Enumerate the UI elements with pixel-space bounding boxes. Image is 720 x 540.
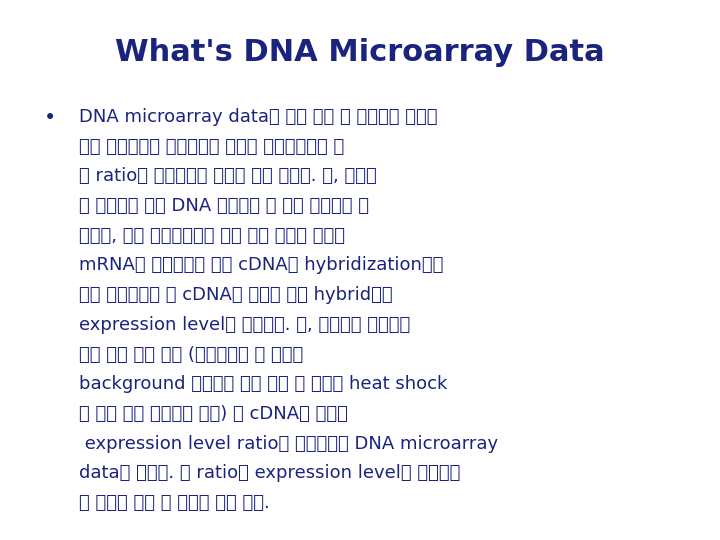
Text: 의 유전자에 대한 DNA 시퀀스를 두 개의 글라스에 깔: 의 유전자에 대한 DNA 시퀀스를 두 개의 글라스에 깔 (79, 197, 369, 215)
Text: 대해 서로 다른 조건 (일반적으로 한 조건은: 대해 서로 다른 조건 (일반적으로 한 조건은 (79, 346, 303, 363)
Text: 한 ratio를 수치적으로 표현한 것을 말한다. 즉, 수천개: 한 ratio를 수치적으로 표현한 것을 말한다. 즉, 수천개 (79, 167, 377, 185)
Text: expression level ratio를 보이는가가 DNA microarray: expression level ratio를 보이는가가 DNA microa… (79, 435, 498, 453)
Text: expression level이 높아진다. 즉, 수천개의 유전자에: expression level이 높아진다. 즉, 수천개의 유전자에 (79, 316, 410, 334)
Text: background 조건으로 하고 다른 한 조건을 heat shock: background 조건으로 하고 다른 한 조건을 heat shock (79, 375, 448, 393)
Text: 과 같은 특정 조건으로 한다) 의 cDNA가 얼마나: 과 같은 특정 조건으로 한다) 의 cDNA가 얼마나 (79, 405, 348, 423)
Text: DNA microarray data란 서로 다른 두 실험환경 하에서: DNA microarray data란 서로 다른 두 실험환경 하에서 (79, 108, 438, 126)
Text: 는 방법이 다음 두 논문에 나와 있다.: 는 방법이 다음 두 논문에 나와 있다. (79, 494, 270, 512)
Text: What's DNA Microarray Data: What's DNA Microarray Data (115, 38, 605, 67)
Text: data인 것이다. 이 ratio를 expression level로 수치화하: data인 것이다. 이 ratio를 expression level로 수치… (79, 464, 461, 482)
Text: •: • (44, 108, 57, 128)
Text: 여러 유전자들의 발현정도가 어떻게 달라지는지에 대: 여러 유전자들의 발현정도가 어떻게 달라지는지에 대 (79, 138, 344, 156)
Text: mRNA를 역전사하여 만든 cDNA를 hybridization하면: mRNA를 역전사하여 만든 cDNA를 hybridization하면 (79, 256, 444, 274)
Text: 특정 유전자들이 이 cDNA와 특별히 많이 hybrid되어: 특정 유전자들이 이 cDNA와 특별히 많이 hybrid되어 (79, 286, 393, 304)
Text: 아놓고, 특정 실험환경에서 각각 다른 시각에 채집된: 아놓고, 특정 실험환경에서 각각 다른 시각에 채집된 (79, 227, 345, 245)
